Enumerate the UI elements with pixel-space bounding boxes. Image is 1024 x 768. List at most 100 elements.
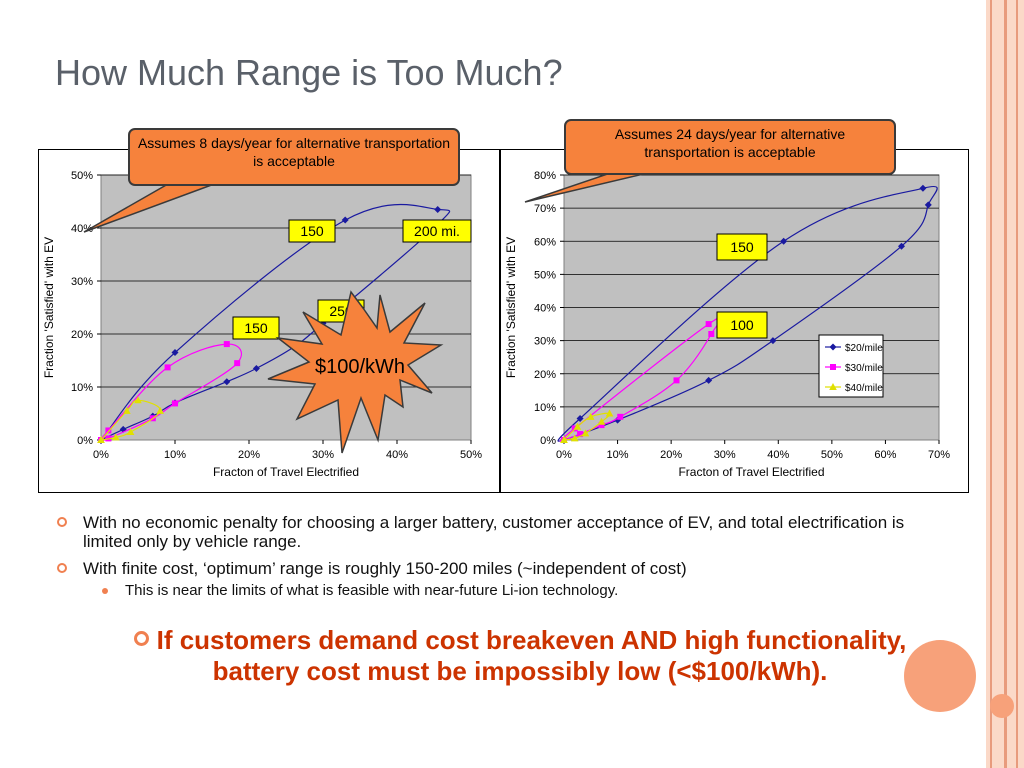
data-point (898, 242, 905, 250)
emphasis-bullet: If customers demand cost breakeven AND h… (100, 625, 940, 687)
range-label: 150 (300, 223, 324, 239)
y-tick-label: 80% (534, 170, 556, 182)
bullet-icon (57, 517, 67, 527)
y-tick-label: 10% (534, 402, 556, 414)
range-label-box (716, 233, 768, 261)
callout-left: Assumes 8 days/year for alternative tran… (128, 128, 460, 186)
data-point (780, 237, 788, 245)
x-tick-label: 10% (164, 449, 186, 461)
data-point (708, 331, 715, 337)
legend-label: $30/mile (845, 363, 883, 374)
data-point (577, 431, 584, 438)
data-point (705, 321, 712, 328)
series (560, 409, 614, 443)
y-tick-label: 50% (534, 269, 556, 281)
y-tick-label: 30% (534, 336, 556, 348)
emphasis-text: If customers demand cost breakeven AND h… (156, 625, 907, 686)
data-point (570, 434, 579, 442)
plot-area (100, 174, 472, 441)
bullet-icon (57, 563, 67, 573)
data-point (597, 417, 606, 425)
data-point (97, 436, 105, 443)
y-tick-label: 20% (71, 329, 93, 341)
data-point (223, 378, 231, 386)
x-tick-label: 40% (386, 449, 408, 461)
legend-label: $20/mile (845, 343, 883, 354)
y-tick-label: 40% (71, 223, 93, 235)
data-point (234, 360, 241, 367)
data-point (598, 422, 605, 429)
data-point (341, 216, 349, 224)
sub-bullet-item: This is near the limits of what is feasi… (55, 582, 955, 600)
y-tick-label: 0% (540, 435, 556, 447)
data-point (576, 414, 584, 422)
y-tick-label: 50% (71, 170, 93, 182)
data-point (919, 184, 927, 192)
data-point (560, 436, 568, 443)
data-point (112, 433, 120, 441)
bullet-text: With no economic penalty for choosing a … (83, 513, 905, 551)
series (97, 396, 164, 443)
x-axis-label: Fracton of Travel Electrified (213, 465, 359, 479)
x-tick-label: 20% (238, 449, 260, 461)
y-axis-label: Fraction 'Satisfied' with EV (504, 237, 518, 378)
bullet-icon (133, 631, 149, 646)
data-point (252, 364, 260, 372)
bullet-item: With finite cost, ‘optimum’ range is rou… (55, 559, 955, 578)
range-label: 200 mi. (414, 223, 460, 239)
data-point (434, 205, 442, 213)
data-point (156, 406, 164, 414)
x-tick-label: 30% (714, 449, 736, 461)
data-point (126, 428, 135, 436)
x-tick-label: 10% (607, 449, 629, 461)
y-tick-label: 20% (534, 369, 556, 381)
data-point (164, 364, 171, 371)
range-label: 250 (329, 303, 353, 319)
slide-title: How Much Range is Too Much? (55, 52, 563, 93)
starburst-label: $100/kWh (314, 356, 406, 378)
data-point (829, 343, 837, 351)
data-point (617, 413, 624, 420)
data-point (830, 364, 836, 370)
x-tick-label: 50% (460, 449, 482, 461)
bullet-item: With no economic penalty for choosing a … (55, 513, 955, 551)
data-point (605, 409, 614, 417)
data-point (924, 201, 932, 209)
chart-left-svg: 0% 10% 20% 30% 40% 50% 0% 10% 20% 30% 40% 50% Fracto… (42, 170, 482, 479)
y-tick-label: 40% (534, 303, 556, 315)
y-axis-label: Fraction 'Satisfied' with EV (42, 237, 56, 378)
range-label: 150 (730, 239, 754, 255)
data-point (673, 377, 680, 384)
range-label-box (288, 219, 336, 243)
range-label-box (402, 219, 472, 243)
chart-right-svg: 0% 10% 20% 30% 40% 50% 60% 70% 80% 0% 10% 20% 30% 40%… (504, 170, 950, 479)
bullet-list: With no economic penalty for choosing a … (55, 513, 955, 600)
data-point (573, 422, 582, 430)
range-label: 150 (244, 320, 268, 336)
legend-label: $40/mile (845, 383, 883, 394)
x-tick-label: 50% (821, 449, 843, 461)
chart-left: 0% 10% 20% 30% 40% 50% 0% 10% 20% 30% 40% 50% Fracto… (38, 149, 500, 493)
data-point (586, 412, 595, 420)
sub-bullet-icon (102, 588, 108, 594)
data-point (134, 396, 142, 404)
data-point (105, 427, 112, 434)
data-point (223, 341, 230, 348)
x-tick-label: 30% (312, 449, 334, 461)
y-tick-label: 30% (71, 276, 93, 288)
decorative-circle (904, 640, 976, 712)
y-tick-label: 0% (77, 435, 93, 447)
y-tick-label: 60% (534, 236, 556, 248)
x-axis-label: Fracton of Travel Electrified (678, 465, 824, 479)
callout-right: Assumes 24 days/year for alternative tra… (564, 119, 896, 175)
x-tick-label: 40% (767, 449, 789, 461)
bullet-text: With finite cost, ‘optimum’ range is rou… (83, 559, 687, 578)
data-point (172, 400, 178, 407)
data-point (123, 406, 131, 414)
data-point (829, 383, 837, 390)
x-tick-label: 0% (93, 449, 109, 461)
right-decoration (986, 0, 1024, 768)
data-point (705, 376, 713, 384)
data-point (769, 337, 777, 345)
y-tick-label: 70% (534, 203, 556, 215)
